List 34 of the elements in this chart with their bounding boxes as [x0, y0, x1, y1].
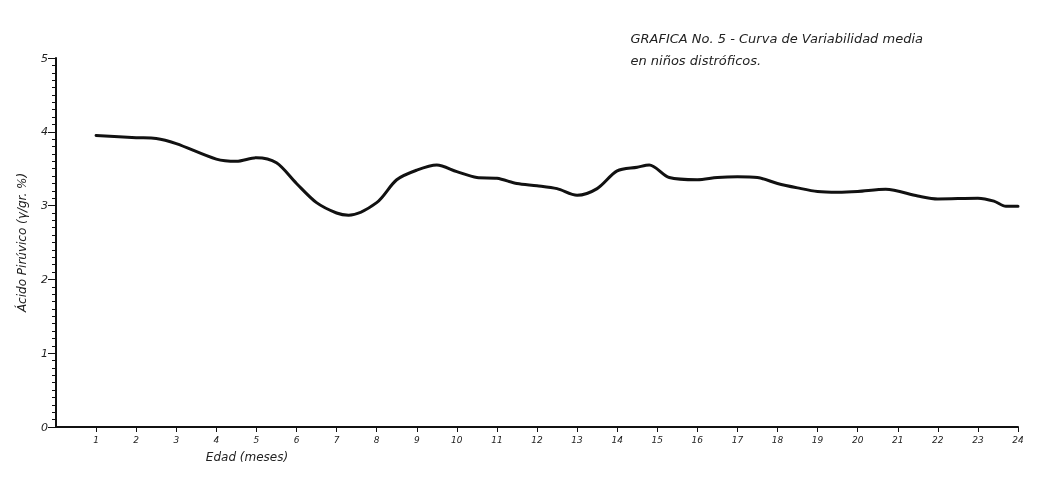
x-tick-label: 16: [691, 434, 704, 445]
x-tick-label: 2: [133, 434, 140, 445]
x-tick-label: 12: [531, 434, 543, 445]
y-tick-label: 4: [41, 125, 48, 139]
x-tick-label: 4: [213, 434, 220, 445]
x-tick-label: 13: [571, 434, 584, 445]
x-tick-label: 3: [173, 434, 180, 445]
line-series: [94, 133, 1020, 217]
x-tick-label: 21: [892, 434, 904, 445]
x-tick-label: 7: [333, 434, 340, 445]
y-tick-label: 5: [41, 51, 48, 65]
x-axis-title: Edad (meses): [205, 450, 289, 464]
x-tick-label: 10: [451, 434, 463, 445]
x-tick-label: 19: [811, 434, 824, 445]
x-tick-label: 9: [413, 434, 420, 445]
y-tick-label: 0: [41, 420, 48, 434]
x-tick-label: 23: [972, 434, 984, 445]
x-tick-label: 18: [771, 434, 784, 445]
y-tick-label: 2: [41, 272, 48, 286]
x-tick-label: 20: [851, 434, 864, 445]
y-tick-label: 3: [41, 199, 48, 213]
x-tick-label: 5: [253, 434, 260, 445]
x-tick-label: 6: [293, 434, 300, 445]
x-tick-label: 1: [93, 434, 99, 445]
x-tick-label: 24: [1012, 434, 1024, 445]
y-axis-title: Ácido Pirúvico (γ/gr. %): [14, 172, 29, 314]
x-tick-label: 14: [611, 434, 624, 445]
chart-title: GRAFICA No. 5 - Curva de Variabilidad media en niños distróficos.: [630, 30, 924, 68]
x-tick-label: 15: [651, 434, 664, 445]
x-tick-label: 8: [373, 434, 380, 445]
x-tick-label: 11: [491, 434, 503, 445]
y-tick-label: 1: [41, 346, 48, 360]
x-tick-label: 17: [731, 434, 744, 445]
x-tick-label: 22: [932, 434, 944, 445]
